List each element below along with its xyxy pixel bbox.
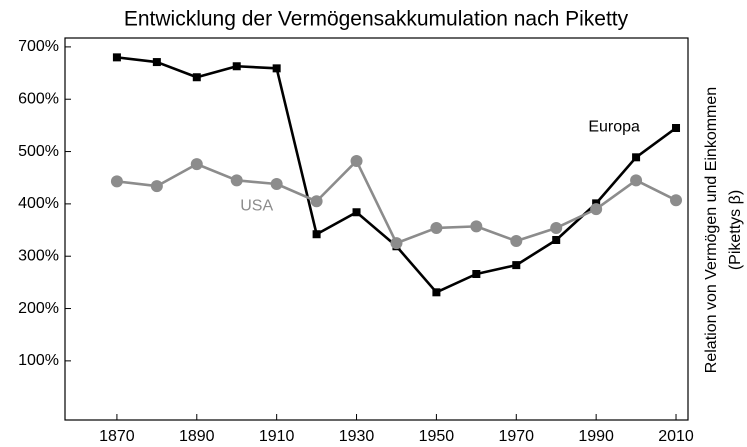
- point: [352, 208, 361, 217]
- point: [390, 237, 403, 250]
- y-tick-label: 600%: [18, 90, 59, 107]
- y-tick-label: 500%: [18, 143, 59, 160]
- point: [430, 221, 443, 234]
- point: [510, 235, 523, 248]
- point: [590, 203, 603, 216]
- x-tick-label: 1990: [578, 428, 614, 445]
- point: [670, 194, 683, 207]
- y-tick-label: 400%: [18, 195, 59, 212]
- point: [630, 174, 643, 187]
- point: [110, 175, 123, 188]
- x-tick-label: 1930: [339, 428, 375, 445]
- point: [192, 73, 201, 82]
- series-line: [116, 56, 677, 294]
- point: [152, 58, 161, 67]
- point: [512, 261, 521, 270]
- y-tick-label: 700%: [18, 38, 59, 55]
- chart-title: Entwicklung der Vermögensakkumulation na…: [124, 8, 629, 31]
- point: [632, 153, 641, 162]
- point: [350, 154, 363, 167]
- x-tick-label: 2010: [658, 428, 694, 445]
- y-tick-label: 100%: [18, 352, 59, 369]
- y-tick-label: 200%: [18, 300, 59, 317]
- point: [550, 221, 563, 234]
- plot-frame: [64, 37, 689, 421]
- x-tick-label: 1890: [179, 428, 215, 445]
- y-tick-label: 300%: [18, 247, 59, 264]
- point: [230, 174, 243, 187]
- point: [432, 288, 441, 297]
- y-axis-label: Relation von Vermögen und Einkommen: [703, 87, 720, 373]
- point: [310, 195, 323, 208]
- point: [232, 62, 241, 71]
- point: [190, 158, 203, 171]
- y-axis-label: (Pikettys β): [727, 190, 744, 270]
- point: [472, 270, 481, 279]
- point: [312, 230, 321, 239]
- point: [272, 64, 281, 73]
- point: [470, 220, 483, 233]
- point: [552, 235, 561, 244]
- series-label: USA: [240, 197, 273, 214]
- point: [672, 124, 681, 133]
- x-tick-label: 1870: [99, 428, 135, 445]
- point: [150, 180, 163, 193]
- x-tick-label: 1910: [259, 428, 295, 445]
- x-tick-label: 1950: [419, 428, 455, 445]
- point: [112, 53, 121, 62]
- series-label: Europa: [588, 119, 640, 136]
- point: [270, 177, 283, 190]
- x-tick-label: 1970: [498, 428, 534, 445]
